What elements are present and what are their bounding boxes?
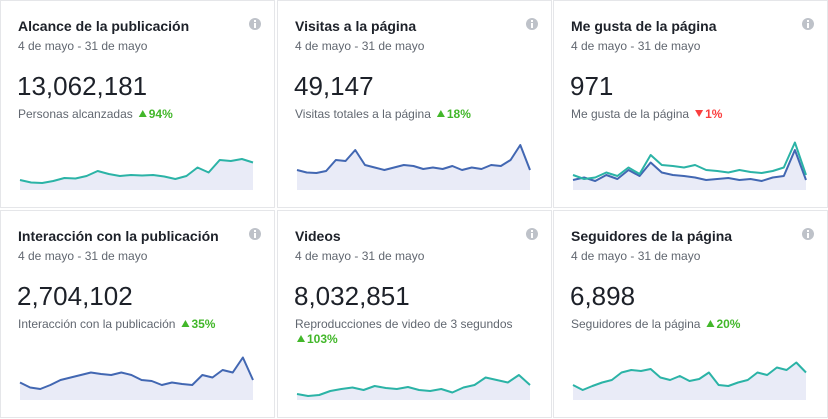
card-title: Me gusta de la página xyxy=(571,18,717,34)
card-title: Visitas a la página xyxy=(295,18,416,34)
insight-card: Interacción con la publicación 4 de mayo … xyxy=(0,210,275,418)
change-percent: 1% xyxy=(705,107,723,121)
info-icon-bar xyxy=(254,233,256,238)
info-icon-bar xyxy=(531,233,533,238)
info-icon-dot xyxy=(807,20,809,22)
card-title: Interacción con la publicación xyxy=(18,228,219,244)
trend-up-arrow xyxy=(436,110,445,117)
trend-up-arrow xyxy=(297,335,305,342)
change-percent: 20% xyxy=(716,317,740,331)
change-percent: 18% xyxy=(447,107,471,121)
metric-subtitle: Interacción con la publicación xyxy=(18,317,175,331)
card-title: Seguidores de la página xyxy=(571,228,732,244)
info-icon-dot xyxy=(531,20,533,22)
info-icon-bar xyxy=(807,233,809,238)
metric-subtitle: Visitas totales a la página xyxy=(295,107,431,121)
info-icon-dot xyxy=(254,20,256,22)
insight-card: Alcance de la publicación 4 de mayo - 31 … xyxy=(0,0,275,208)
metric-value: 8,032,851 xyxy=(294,281,410,311)
date-range: 4 de mayo - 31 de mayo xyxy=(18,39,148,53)
metric-value: 13,062,181 xyxy=(17,71,147,101)
metric-subtitle: Personas alcanzadas xyxy=(18,107,133,121)
metric-subtitle: Seguidores de la página xyxy=(571,317,701,331)
trend-down-arrow xyxy=(695,110,704,117)
change-percent: 103% xyxy=(307,332,338,346)
sparkline xyxy=(19,356,254,390)
card-title: Alcance de la publicación xyxy=(18,18,189,34)
change-percent: 35% xyxy=(191,317,215,331)
metric-subtitle: Me gusta de la página xyxy=(571,107,689,121)
info-icon-dot xyxy=(531,230,533,232)
trend-up-arrow xyxy=(706,320,715,327)
metric-subtitle: Reproducciones de video de 3 segundos xyxy=(295,317,513,331)
change-percent: 94% xyxy=(149,107,173,121)
sparkline xyxy=(572,141,807,180)
card-border xyxy=(553,0,828,208)
sparkline xyxy=(19,158,254,184)
insight-card: Videos 4 de mayo - 31 de mayo 8,032,851 Rep… xyxy=(277,210,552,418)
metric-value: 6,898 xyxy=(570,281,635,311)
sparkline-area xyxy=(297,375,530,400)
sparkline xyxy=(296,144,531,174)
info-icon-dot xyxy=(254,230,256,232)
info-icon-dot xyxy=(807,230,809,232)
sparkline xyxy=(296,374,531,397)
date-range: 4 de mayo - 31 de mayo xyxy=(295,249,425,263)
date-range: 4 de mayo - 31 de mayo xyxy=(295,39,425,53)
trend-up-arrow xyxy=(138,110,147,117)
date-range: 4 de mayo - 31 de mayo xyxy=(571,39,701,53)
date-range: 4 de mayo - 31 de mayo xyxy=(571,249,701,263)
metric-value: 971 xyxy=(570,71,613,101)
info-icon-bar xyxy=(531,23,533,28)
metric-value: 2,704,102 xyxy=(17,281,133,311)
insight-card: Seguidores de la página 4 de mayo - 31 de… xyxy=(553,210,828,418)
metric-value: 49,147 xyxy=(294,71,374,101)
insight-card: Visitas a la página 4 de mayo - 31 de may… xyxy=(277,0,552,208)
sparkline xyxy=(572,149,807,182)
sparkline-area xyxy=(297,145,530,190)
sparkline xyxy=(572,361,807,391)
sparkline-area xyxy=(20,159,253,190)
card-title: Videos xyxy=(295,228,341,244)
info-icon-bar xyxy=(807,23,809,28)
date-range: 4 de mayo - 31 de mayo xyxy=(18,249,148,263)
trend-up-arrow xyxy=(181,320,190,327)
sparkline-area xyxy=(20,357,253,400)
insight-card: Me gusta de la página 4 de mayo - 31 de m… xyxy=(553,0,828,208)
info-icon-bar xyxy=(254,23,256,28)
